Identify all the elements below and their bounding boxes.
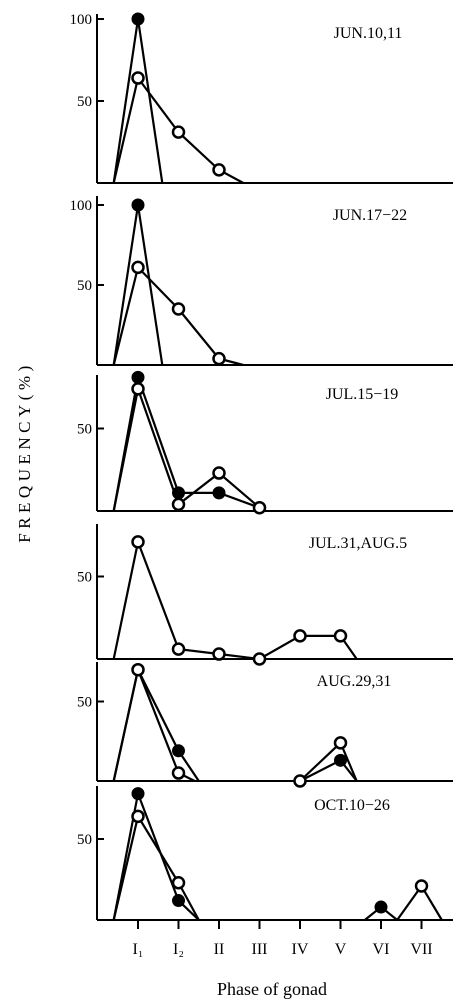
data-point-open xyxy=(131,535,145,549)
data-point-open xyxy=(171,302,186,316)
x-tick-label: VI xyxy=(373,941,390,958)
y-tick-label: 50 xyxy=(77,422,92,438)
panel-title: JUN.17−22 xyxy=(333,207,407,224)
data-point-open xyxy=(252,652,267,666)
data-point-filled xyxy=(334,753,347,767)
panel-6: 50 OCT.10−26 xyxy=(77,786,453,921)
data-point-open xyxy=(293,774,307,788)
panel-title: JUL.31,AUG.5 xyxy=(309,535,407,552)
x-axis: I₁ I₂ II III IV V VI VII xyxy=(133,920,433,958)
data-point-open xyxy=(131,260,145,275)
data-point-filled xyxy=(131,12,145,26)
x-tick-label: I₁ xyxy=(133,941,144,958)
data-point-open xyxy=(131,662,145,677)
data-point-open xyxy=(333,629,348,643)
x-tick-label: III xyxy=(252,941,268,958)
x-tick-label: V xyxy=(335,941,347,958)
x-tick-label: IV xyxy=(292,941,309,958)
data-point-open xyxy=(131,71,145,85)
data-point-open xyxy=(414,879,429,893)
panel-title: AUG.29,31 xyxy=(317,673,392,690)
data-point-open xyxy=(131,382,145,396)
panel-title: JUL.15−19 xyxy=(326,386,399,403)
data-point-filled xyxy=(212,486,226,500)
data-point-open xyxy=(212,351,226,366)
x-tick-label: I₂ xyxy=(173,941,184,958)
panel-2: 100 50 JUN.17−22 xyxy=(70,196,453,367)
data-point-filled xyxy=(374,900,388,914)
panel-4: 50 JUL.31,AUG.5 xyxy=(77,524,453,666)
series-line-open xyxy=(112,813,200,921)
y-tick-label: 50 xyxy=(77,695,92,711)
y-tick-label: 50 xyxy=(77,94,92,110)
panel-3: 50 JUL.15−19 xyxy=(77,370,453,515)
data-point-open xyxy=(212,163,226,177)
data-point-open xyxy=(212,466,226,480)
data-point-filled xyxy=(172,486,185,500)
data-point-open xyxy=(293,629,307,643)
x-tick-label: VII xyxy=(410,941,432,958)
data-point-filled xyxy=(172,894,185,908)
data-point-open xyxy=(171,642,186,656)
data-point-open xyxy=(131,809,145,824)
data-point-filled xyxy=(131,370,145,384)
series-line-open xyxy=(112,265,244,367)
data-point-open xyxy=(171,497,186,512)
panel-1: 100 50 JUN.10,11 xyxy=(70,12,453,184)
series-line-open xyxy=(112,537,358,661)
data-point-filled xyxy=(131,198,145,212)
data-point-filled xyxy=(172,744,185,758)
series-line-open xyxy=(299,740,358,782)
panel-title: JUN.10,11 xyxy=(334,25,403,42)
y-tick-label: 50 xyxy=(77,278,92,294)
data-point-open xyxy=(333,736,348,750)
y-tick-label: 100 xyxy=(70,12,93,28)
series-line-open xyxy=(112,665,196,782)
data-point-filled xyxy=(131,787,145,801)
data-point-open xyxy=(252,500,267,515)
series-line-filled xyxy=(112,789,200,921)
y-tick-label: 50 xyxy=(77,570,92,586)
data-point-open xyxy=(171,766,186,780)
data-point-open xyxy=(171,875,186,890)
data-point-open xyxy=(171,125,186,139)
data-point-open xyxy=(212,647,226,661)
y-axis-label: FREQUENCY(%) xyxy=(15,361,34,543)
y-tick-label: 50 xyxy=(77,832,92,848)
panels-group: 10050JUN.10,1110050JUN.17−2250JUL.15−195… xyxy=(70,12,453,921)
panel-title: OCT.10−26 xyxy=(314,797,390,814)
x-tick-label: II xyxy=(214,941,225,958)
y-tick-label: 100 xyxy=(70,198,93,214)
panel-5: 50 AUG.29,31 xyxy=(77,662,453,788)
x-axis-label: Phase of gonad xyxy=(217,979,327,999)
